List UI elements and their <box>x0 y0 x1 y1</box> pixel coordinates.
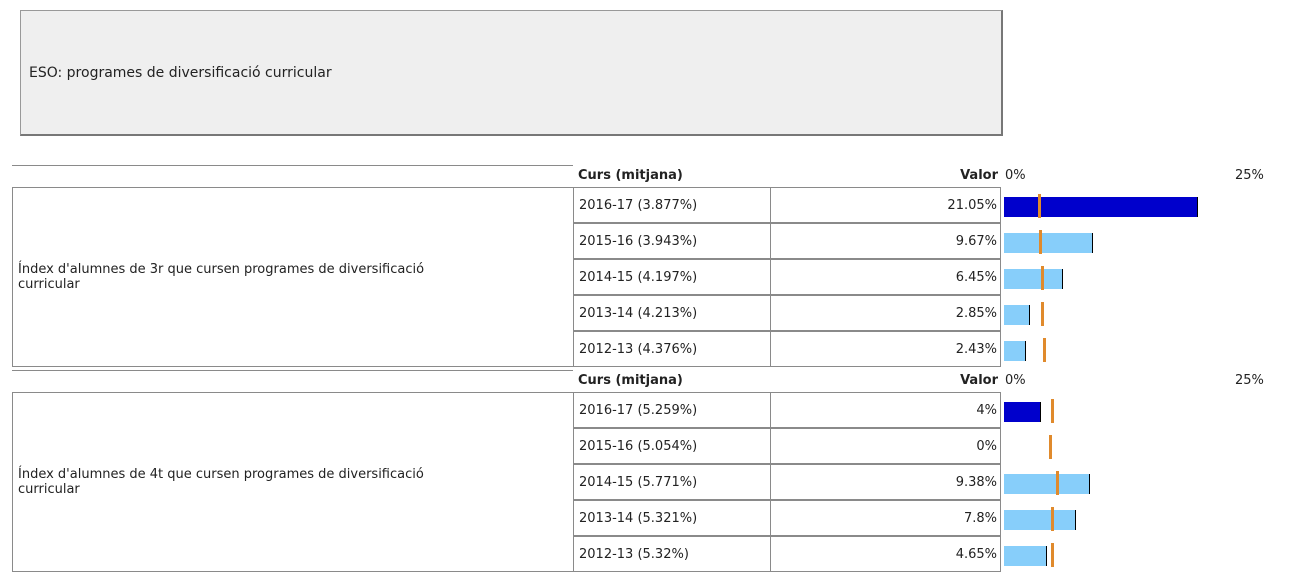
course-cell: 2015-16 (3.943%) <box>573 223 771 259</box>
mean-marker <box>1051 507 1055 531</box>
indicator-label: Índex d'alumnes de 3r que cursen program… <box>18 262 425 292</box>
bar <box>1004 474 1091 494</box>
bar <box>1004 402 1041 422</box>
value-cell: 6.45% <box>770 259 1001 295</box>
row-group-label: Índex d'alumnes de 4t que cursen program… <box>12 392 574 572</box>
mean-marker <box>1038 194 1042 218</box>
value-cell: 0% <box>770 428 1001 464</box>
bar <box>1004 233 1093 253</box>
bar <box>1004 546 1047 566</box>
bar <box>1004 341 1027 361</box>
course-cell: 2014-15 (4.197%) <box>573 259 771 295</box>
value-cell: 2.43% <box>770 331 1001 367</box>
column-header: Valor <box>960 168 998 183</box>
course-cell: 2016-17 (3.877%) <box>573 187 771 223</box>
mean-marker <box>1041 302 1045 326</box>
course-cell: 2012-13 (5.32%) <box>573 536 771 572</box>
mean-marker <box>1042 338 1046 362</box>
column-header: Curs (mitjana) <box>578 373 683 388</box>
column-header: Valor <box>960 373 998 388</box>
course-cell: 2013-14 (5.321%) <box>573 500 771 536</box>
value-cell: 4.65% <box>770 536 1001 572</box>
title: ESO: programes de diversificació curricu… <box>29 64 332 81</box>
course-cell: 2015-16 (5.054%) <box>573 428 771 464</box>
axis-tick-label: 25% <box>1235 168 1264 183</box>
course-cell: 2012-13 (4.376%) <box>573 331 771 367</box>
header-row <box>12 165 573 187</box>
course-cell: 2016-17 (5.259%) <box>573 392 771 428</box>
header-row <box>12 370 573 392</box>
mean-marker <box>1041 266 1045 290</box>
value-cell: 9.67% <box>770 223 1001 259</box>
axis-tick-label: 0% <box>1005 373 1026 388</box>
mean-marker <box>1055 471 1059 495</box>
title-box: ESO: programes de diversificació curricu… <box>20 10 1003 136</box>
axis-tick-label: 0% <box>1005 168 1026 183</box>
value-cell: 4% <box>770 392 1001 428</box>
mean-marker <box>1051 543 1055 567</box>
indicator-label: Índex d'alumnes de 4t que cursen program… <box>18 467 424 497</box>
mean-marker <box>1038 230 1042 254</box>
axis-tick-label: 25% <box>1235 373 1264 388</box>
course-cell: 2013-14 (4.213%) <box>573 295 771 331</box>
mean-marker <box>1048 435 1052 459</box>
bar <box>1004 269 1064 289</box>
course-cell: 2014-15 (5.771%) <box>573 464 771 500</box>
value-cell: 7.8% <box>770 500 1001 536</box>
bar <box>1004 197 1198 217</box>
row-group-label: Índex d'alumnes de 3r que cursen program… <box>12 187 574 367</box>
value-cell: 2.85% <box>770 295 1001 331</box>
value-cell: 9.38% <box>770 464 1001 500</box>
mean-marker <box>1050 399 1054 423</box>
value-cell: 21.05% <box>770 187 1001 223</box>
bar <box>1004 305 1031 325</box>
bar <box>1004 510 1076 530</box>
column-header: Curs (mitjana) <box>578 168 683 183</box>
